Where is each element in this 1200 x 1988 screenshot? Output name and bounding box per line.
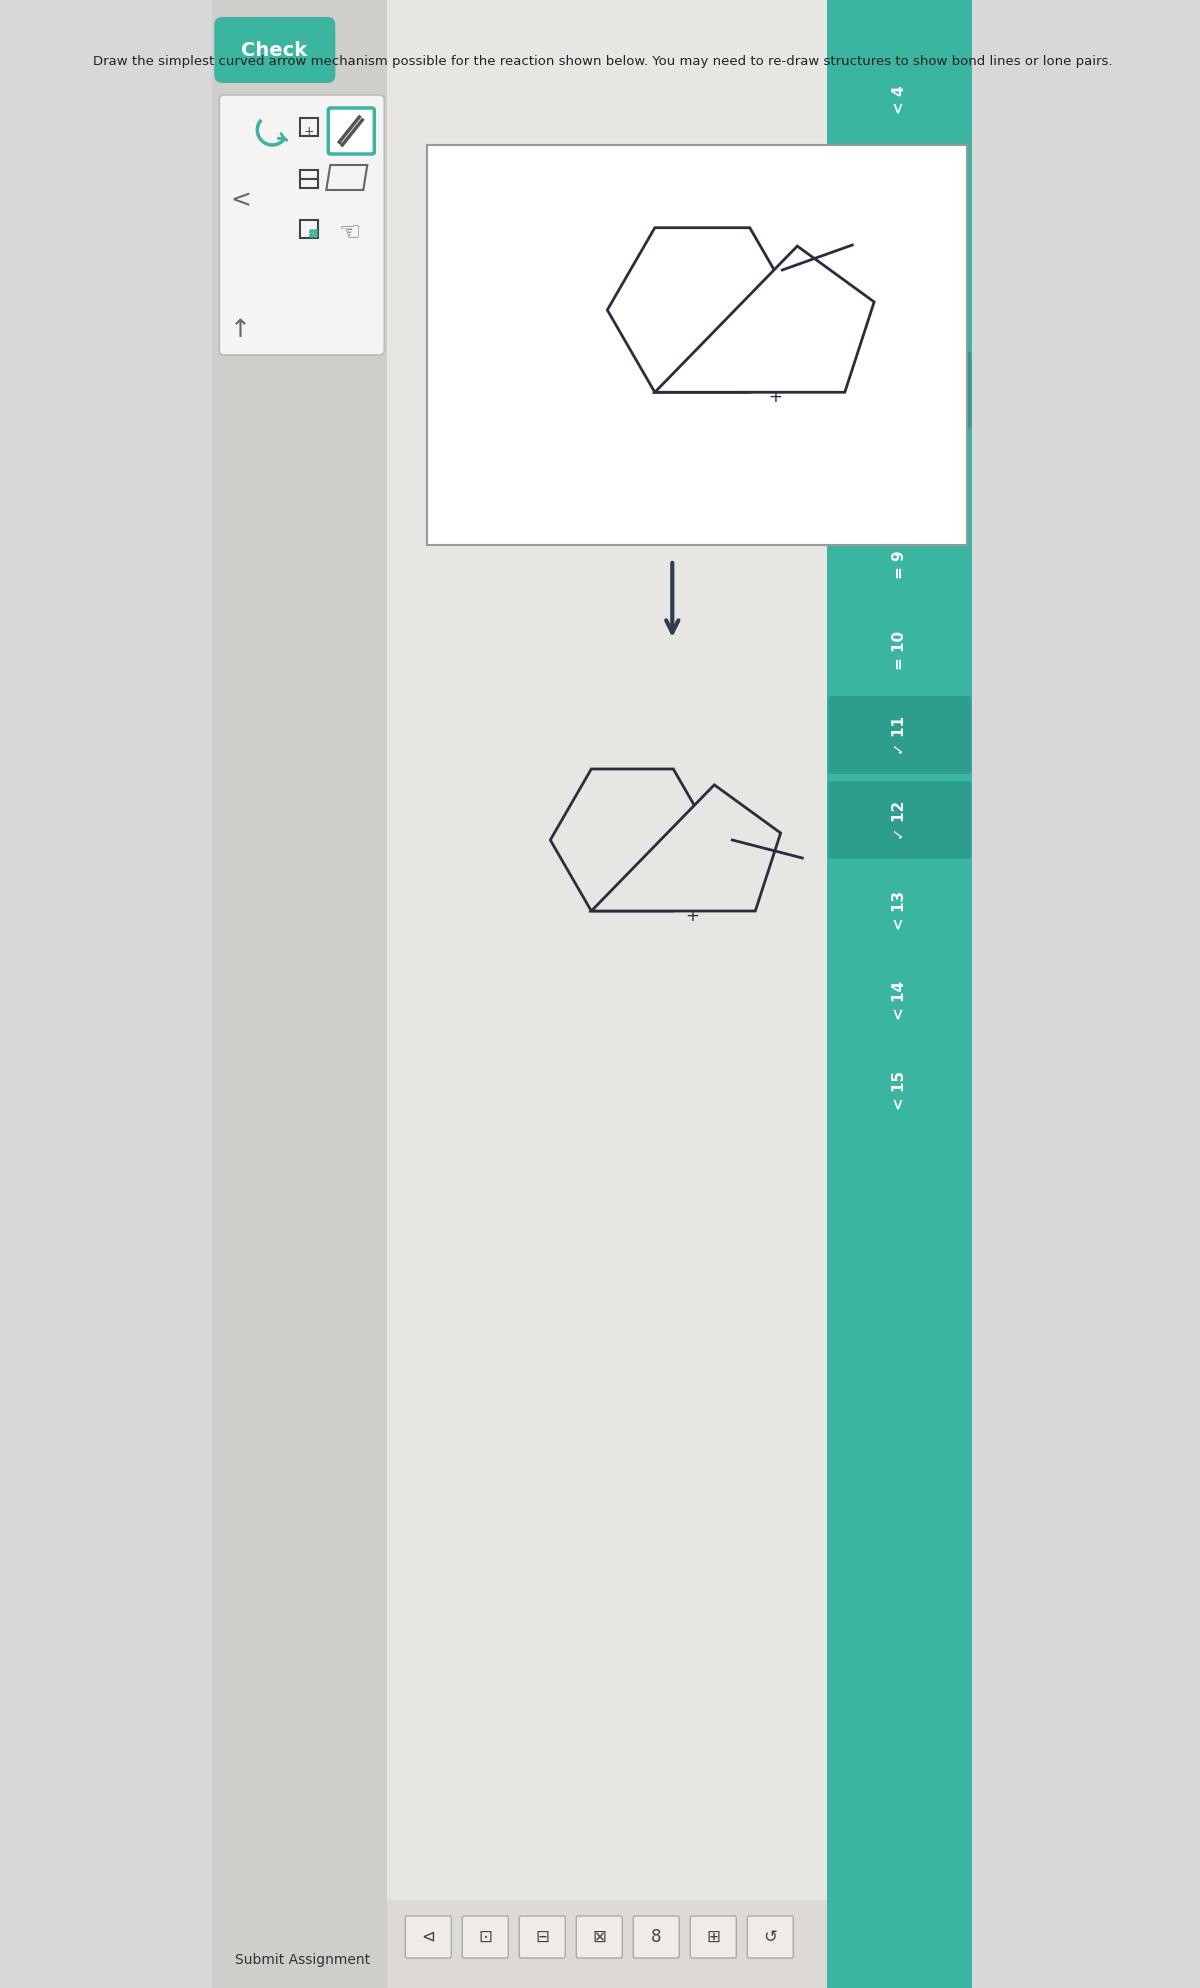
FancyBboxPatch shape <box>520 1916 565 1958</box>
Text: Draw the simplest curved arrow mechanism possible for the reaction shown below. : Draw the simplest curved arrow mechanism… <box>92 56 1112 68</box>
Polygon shape <box>551 769 714 911</box>
Text: < 14: < 14 <box>892 980 907 1020</box>
Text: = 10: = 10 <box>892 630 907 670</box>
Bar <box>300 117 318 135</box>
FancyBboxPatch shape <box>634 1916 679 1958</box>
FancyBboxPatch shape <box>828 960 971 1040</box>
Bar <box>300 171 318 189</box>
Text: ↑: ↑ <box>230 318 251 342</box>
Polygon shape <box>592 785 781 911</box>
Bar <box>388 1901 827 1988</box>
Text: <: < <box>230 189 251 213</box>
FancyBboxPatch shape <box>748 1916 793 1958</box>
FancyBboxPatch shape <box>406 1916 451 1958</box>
Text: ⊟: ⊟ <box>535 1928 550 1946</box>
Text: ✓ 11: ✓ 11 <box>892 716 907 755</box>
FancyBboxPatch shape <box>329 107 374 153</box>
Text: Check: Check <box>241 40 307 60</box>
Polygon shape <box>607 229 797 392</box>
FancyBboxPatch shape <box>828 527 971 604</box>
Text: = 9: = 9 <box>892 551 907 579</box>
Text: ⊞: ⊞ <box>707 1928 720 1946</box>
Text: +: + <box>685 907 700 924</box>
Text: ✓ 12: ✓ 12 <box>892 801 907 839</box>
FancyBboxPatch shape <box>576 1916 623 1958</box>
FancyBboxPatch shape <box>828 696 971 773</box>
FancyBboxPatch shape <box>828 352 971 429</box>
FancyBboxPatch shape <box>828 781 971 859</box>
Text: < 13: < 13 <box>892 891 907 930</box>
Text: < 4: < 4 <box>892 85 907 115</box>
Text: ↺: ↺ <box>763 1928 778 1946</box>
Text: ⊡: ⊡ <box>479 1928 492 1946</box>
FancyBboxPatch shape <box>828 256 971 334</box>
Bar <box>427 145 967 545</box>
FancyBboxPatch shape <box>828 445 971 525</box>
FancyBboxPatch shape <box>828 871 971 948</box>
FancyBboxPatch shape <box>828 610 971 690</box>
FancyBboxPatch shape <box>828 62 971 139</box>
FancyBboxPatch shape <box>220 95 384 356</box>
Text: ⊠: ⊠ <box>593 1928 606 1946</box>
Text: ⊲: ⊲ <box>421 1928 436 1946</box>
Text: = 5: = 5 <box>892 185 907 215</box>
Text: = 6: = 6 <box>892 280 907 310</box>
Bar <box>300 221 318 239</box>
FancyBboxPatch shape <box>828 1052 971 1129</box>
Bar <box>827 0 972 1988</box>
FancyBboxPatch shape <box>690 1916 737 1958</box>
FancyBboxPatch shape <box>215 18 335 83</box>
Text: Submit Assignment: Submit Assignment <box>235 1952 370 1966</box>
Text: +: + <box>304 125 314 137</box>
Bar <box>212 0 388 1988</box>
Text: 8: 8 <box>652 1928 661 1946</box>
Text: ✓ 7: ✓ 7 <box>892 376 907 404</box>
Polygon shape <box>655 247 874 392</box>
Text: < 8: < 8 <box>892 471 907 499</box>
Text: +: + <box>768 388 781 406</box>
Text: ☜: ☜ <box>340 221 361 245</box>
Text: < 15: < 15 <box>892 1070 907 1109</box>
FancyBboxPatch shape <box>828 161 971 239</box>
FancyBboxPatch shape <box>462 1916 509 1958</box>
